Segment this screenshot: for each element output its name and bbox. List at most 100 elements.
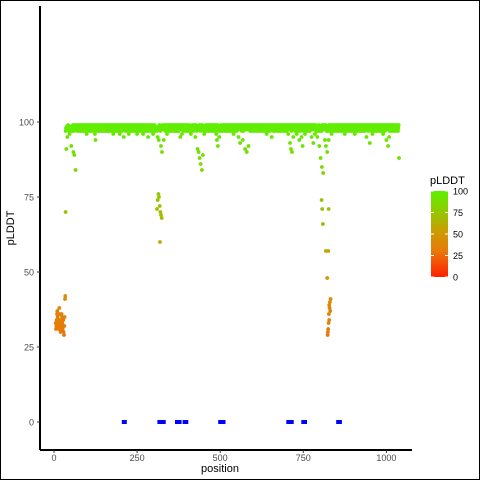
data-point <box>65 135 70 139</box>
data-point <box>159 216 164 220</box>
data-point <box>63 297 67 301</box>
x-axis-ticks: 0 250 500 750 1000 <box>51 450 396 463</box>
legend-tick-label: 75 <box>453 208 463 218</box>
zero-point <box>122 420 127 424</box>
data-point <box>200 168 204 172</box>
data-point <box>326 330 330 334</box>
data-point <box>396 129 400 133</box>
y-axis-ticks: 0 25 50 75 100 <box>19 118 40 428</box>
data-point <box>216 144 220 148</box>
data-point <box>155 198 160 202</box>
data-point <box>315 135 320 139</box>
x-tick-label: 1000 <box>376 453 396 463</box>
data-point <box>146 135 151 139</box>
data-point <box>151 132 156 136</box>
data-point <box>397 156 401 160</box>
data-point <box>155 207 159 211</box>
data-point <box>62 333 66 337</box>
data-point <box>327 312 331 316</box>
data-point <box>55 309 60 313</box>
data-point <box>195 147 200 151</box>
y-axis-title: pLDDT <box>5 210 17 245</box>
data-point <box>303 132 307 136</box>
legend-tick-label: 50 <box>453 230 463 240</box>
data-point <box>54 327 58 331</box>
data-point <box>326 321 331 325</box>
data-point <box>155 135 160 139</box>
data-point <box>325 150 330 154</box>
legend-tick-label: 0 <box>453 273 458 283</box>
data-point <box>215 138 219 142</box>
data-point <box>352 132 357 136</box>
data-point <box>321 222 325 226</box>
data-point <box>59 312 64 316</box>
data-point <box>196 150 201 154</box>
data-point <box>198 162 203 166</box>
y-tick-label: 75 <box>24 193 34 203</box>
data-point <box>189 132 193 136</box>
data-point <box>202 132 207 136</box>
data-points <box>53 123 401 424</box>
zero-point <box>221 420 226 424</box>
data-point <box>381 132 385 136</box>
data-point <box>288 141 292 145</box>
data-point <box>201 153 205 157</box>
data-point <box>324 144 328 148</box>
data-point <box>63 210 68 214</box>
data-point <box>93 132 97 136</box>
data-point <box>238 141 243 145</box>
data-point <box>327 303 332 307</box>
legend: pLDDT 0 25 50 75 100 <box>430 175 468 283</box>
data-point <box>141 132 146 136</box>
data-point <box>328 309 333 313</box>
data-point <box>180 132 184 136</box>
data-point <box>61 330 66 334</box>
data-point <box>289 147 293 151</box>
zero-point <box>184 420 189 424</box>
data-point <box>58 330 63 334</box>
data-point <box>60 327 65 331</box>
data-point <box>64 147 69 151</box>
data-point <box>60 315 64 319</box>
data-point <box>396 123 401 127</box>
data-point <box>326 138 331 142</box>
data-point <box>71 150 76 154</box>
data-point <box>246 144 251 148</box>
data-point <box>156 192 161 196</box>
data-point <box>178 135 183 139</box>
data-point <box>193 135 198 139</box>
y-tick-label: 100 <box>19 118 34 128</box>
data-point <box>67 132 72 136</box>
data-point <box>60 321 65 325</box>
data-point <box>159 213 163 217</box>
data-point <box>57 306 62 310</box>
data-point <box>299 135 304 139</box>
data-point <box>297 138 302 142</box>
x-tick-label: 750 <box>296 453 311 463</box>
x-tick-label: 250 <box>130 453 145 463</box>
data-point <box>370 132 375 136</box>
data-point <box>323 138 327 142</box>
data-point <box>291 135 296 139</box>
data-point <box>364 135 369 139</box>
data-point <box>72 153 77 157</box>
data-point <box>327 306 332 310</box>
zero-point <box>161 420 166 424</box>
data-point <box>321 171 326 175</box>
data-point <box>300 144 305 148</box>
data-point <box>165 132 169 136</box>
x-tick-label: 0 <box>51 453 56 463</box>
data-point <box>320 165 324 169</box>
data-point <box>197 156 202 160</box>
data-point <box>386 144 390 148</box>
data-point <box>156 138 161 142</box>
data-point <box>325 276 330 280</box>
data-point <box>311 141 316 145</box>
data-point <box>387 135 391 139</box>
legend-colorbar <box>431 191 448 277</box>
data-point <box>214 132 219 136</box>
zero-point <box>303 420 307 424</box>
legend-title: pLDDT <box>430 175 465 187</box>
data-point <box>126 132 131 136</box>
data-point <box>269 135 274 139</box>
